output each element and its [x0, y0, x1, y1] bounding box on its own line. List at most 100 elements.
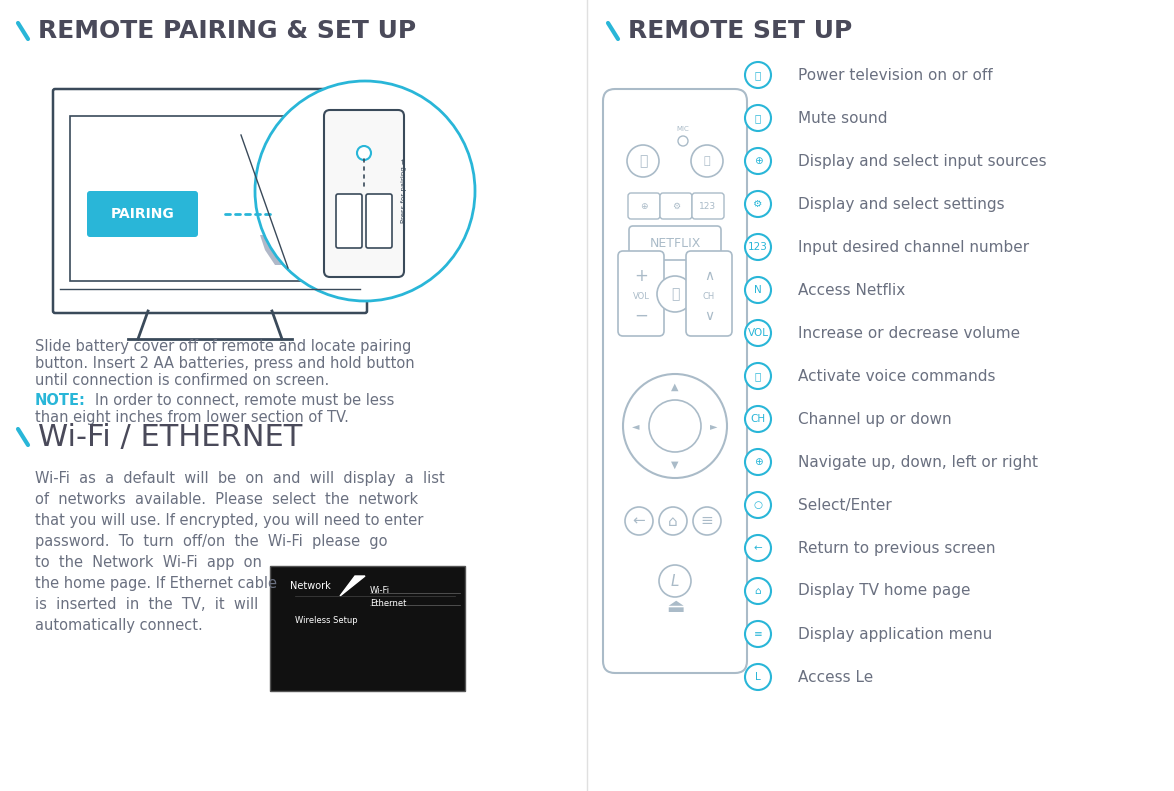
FancyBboxPatch shape	[618, 251, 664, 336]
Circle shape	[691, 145, 723, 177]
Text: ⊕: ⊕	[640, 202, 648, 210]
Circle shape	[679, 136, 688, 146]
Circle shape	[745, 492, 771, 518]
Text: Wi-Fi: Wi-Fi	[370, 586, 390, 595]
Text: Increase or decrease volume: Increase or decrease volume	[798, 326, 1020, 340]
Circle shape	[745, 449, 771, 475]
Text: Access Le: Access Le	[798, 669, 873, 684]
Text: ⊕: ⊕	[754, 457, 762, 467]
Text: CH: CH	[703, 292, 715, 301]
FancyBboxPatch shape	[686, 251, 733, 336]
Text: Wireless Setup: Wireless Setup	[295, 616, 358, 625]
Text: ⌂: ⌂	[668, 513, 677, 528]
FancyBboxPatch shape	[324, 110, 404, 277]
Circle shape	[745, 664, 771, 690]
FancyBboxPatch shape	[336, 194, 362, 248]
Text: than eight inches from lower section of TV.: than eight inches from lower section of …	[35, 410, 349, 425]
Text: CH: CH	[750, 414, 765, 424]
Text: Network: Network	[290, 581, 331, 591]
FancyBboxPatch shape	[660, 193, 691, 219]
Text: 🔇: 🔇	[703, 156, 710, 166]
Text: Input desired channel number: Input desired channel number	[798, 240, 1030, 255]
Text: Wi-Fi / ETHERNET: Wi-Fi / ETHERNET	[38, 422, 302, 452]
Text: ∧: ∧	[704, 269, 714, 283]
Polygon shape	[340, 576, 365, 596]
Text: ►: ►	[710, 421, 717, 431]
Text: ⊕: ⊕	[754, 156, 762, 166]
Circle shape	[625, 507, 653, 535]
Text: Select/Enter: Select/Enter	[798, 498, 892, 513]
Text: ▼: ▼	[672, 460, 679, 470]
Text: until connection is confirmed on screen.: until connection is confirmed on screen.	[35, 373, 329, 388]
Circle shape	[657, 276, 693, 312]
Circle shape	[693, 507, 721, 535]
Circle shape	[745, 320, 771, 346]
Text: Navigate up, down, left or right: Navigate up, down, left or right	[798, 455, 1038, 470]
Text: Display and select settings: Display and select settings	[798, 196, 1005, 211]
Text: Channel up or down: Channel up or down	[798, 411, 952, 426]
Text: that you will use. If encrypted, you will need to enter: that you will use. If encrypted, you wil…	[35, 513, 424, 528]
Text: NOTE:: NOTE:	[35, 393, 86, 408]
Text: −: −	[634, 307, 648, 325]
Circle shape	[745, 148, 771, 174]
Text: L: L	[670, 573, 680, 589]
Circle shape	[745, 621, 771, 647]
Text: REMOTE SET UP: REMOTE SET UP	[628, 19, 852, 43]
FancyBboxPatch shape	[628, 193, 660, 219]
Circle shape	[745, 191, 771, 217]
Text: Display application menu: Display application menu	[798, 626, 992, 642]
Circle shape	[745, 578, 771, 604]
Text: ⚙: ⚙	[754, 199, 763, 209]
FancyBboxPatch shape	[70, 116, 350, 281]
Circle shape	[623, 374, 727, 478]
Text: VOL: VOL	[633, 292, 649, 301]
Text: MIC: MIC	[676, 126, 689, 132]
FancyBboxPatch shape	[53, 89, 367, 313]
Circle shape	[745, 277, 771, 303]
Text: 🎤: 🎤	[670, 287, 680, 301]
Text: 🎤: 🎤	[755, 371, 761, 381]
Text: 123: 123	[700, 202, 716, 210]
Circle shape	[745, 234, 771, 260]
Text: Display TV home page: Display TV home page	[798, 584, 971, 599]
Circle shape	[745, 62, 771, 88]
Text: the home page. If Ethernet cable: the home page. If Ethernet cable	[35, 576, 277, 591]
Circle shape	[659, 565, 691, 597]
Text: button. Insert 2 AA batteries, press and hold button: button. Insert 2 AA batteries, press and…	[35, 356, 414, 371]
Text: +: +	[634, 267, 648, 285]
FancyBboxPatch shape	[366, 194, 392, 248]
Text: NETFLIX: NETFLIX	[649, 237, 701, 249]
Text: ◄: ◄	[633, 421, 640, 431]
Text: ▲: ▲	[672, 382, 679, 392]
Text: Slide battery cover off of remote and locate pairing: Slide battery cover off of remote and lo…	[35, 339, 411, 354]
Text: of  networks  available.  Please  select  the  network: of networks available. Please select the…	[35, 492, 418, 507]
Text: Ethernet: Ethernet	[370, 599, 406, 608]
Text: Mute sound: Mute sound	[798, 111, 888, 126]
Text: Press for pairing →: Press for pairing →	[402, 158, 407, 223]
Text: to  the  Network  Wi-Fi  app  on: to the Network Wi-Fi app on	[35, 555, 262, 570]
Text: ⏏: ⏏	[666, 596, 684, 615]
Circle shape	[627, 145, 659, 177]
Text: PAIRING: PAIRING	[112, 207, 175, 221]
Text: 🔇: 🔇	[755, 113, 761, 123]
Text: ←: ←	[633, 513, 646, 528]
Text: In order to connect, remote must be less: In order to connect, remote must be less	[95, 393, 394, 408]
Text: REMOTE PAIRING & SET UP: REMOTE PAIRING & SET UP	[38, 19, 416, 43]
Text: VOL: VOL	[748, 328, 769, 338]
Text: ⌂: ⌂	[755, 586, 761, 596]
Text: Display and select input sources: Display and select input sources	[798, 153, 1047, 168]
Circle shape	[745, 363, 771, 389]
Text: ≡: ≡	[701, 513, 714, 528]
Text: ≡: ≡	[754, 629, 762, 639]
FancyBboxPatch shape	[270, 566, 465, 691]
Text: is  inserted  in  the  TV,  it  will: is inserted in the TV, it will	[35, 597, 258, 612]
Text: automatically connect.: automatically connect.	[35, 618, 203, 633]
Text: Power television on or off: Power television on or off	[798, 67, 993, 82]
Circle shape	[649, 400, 701, 452]
Circle shape	[255, 81, 475, 301]
Text: L: L	[755, 672, 761, 682]
Text: ←: ←	[754, 543, 762, 553]
Circle shape	[357, 146, 371, 160]
Text: Wi-Fi  as  a  default  will  be  on  and  will  display  a  list: Wi-Fi as a default will be on and will d…	[35, 471, 445, 486]
Text: N: N	[754, 285, 762, 295]
